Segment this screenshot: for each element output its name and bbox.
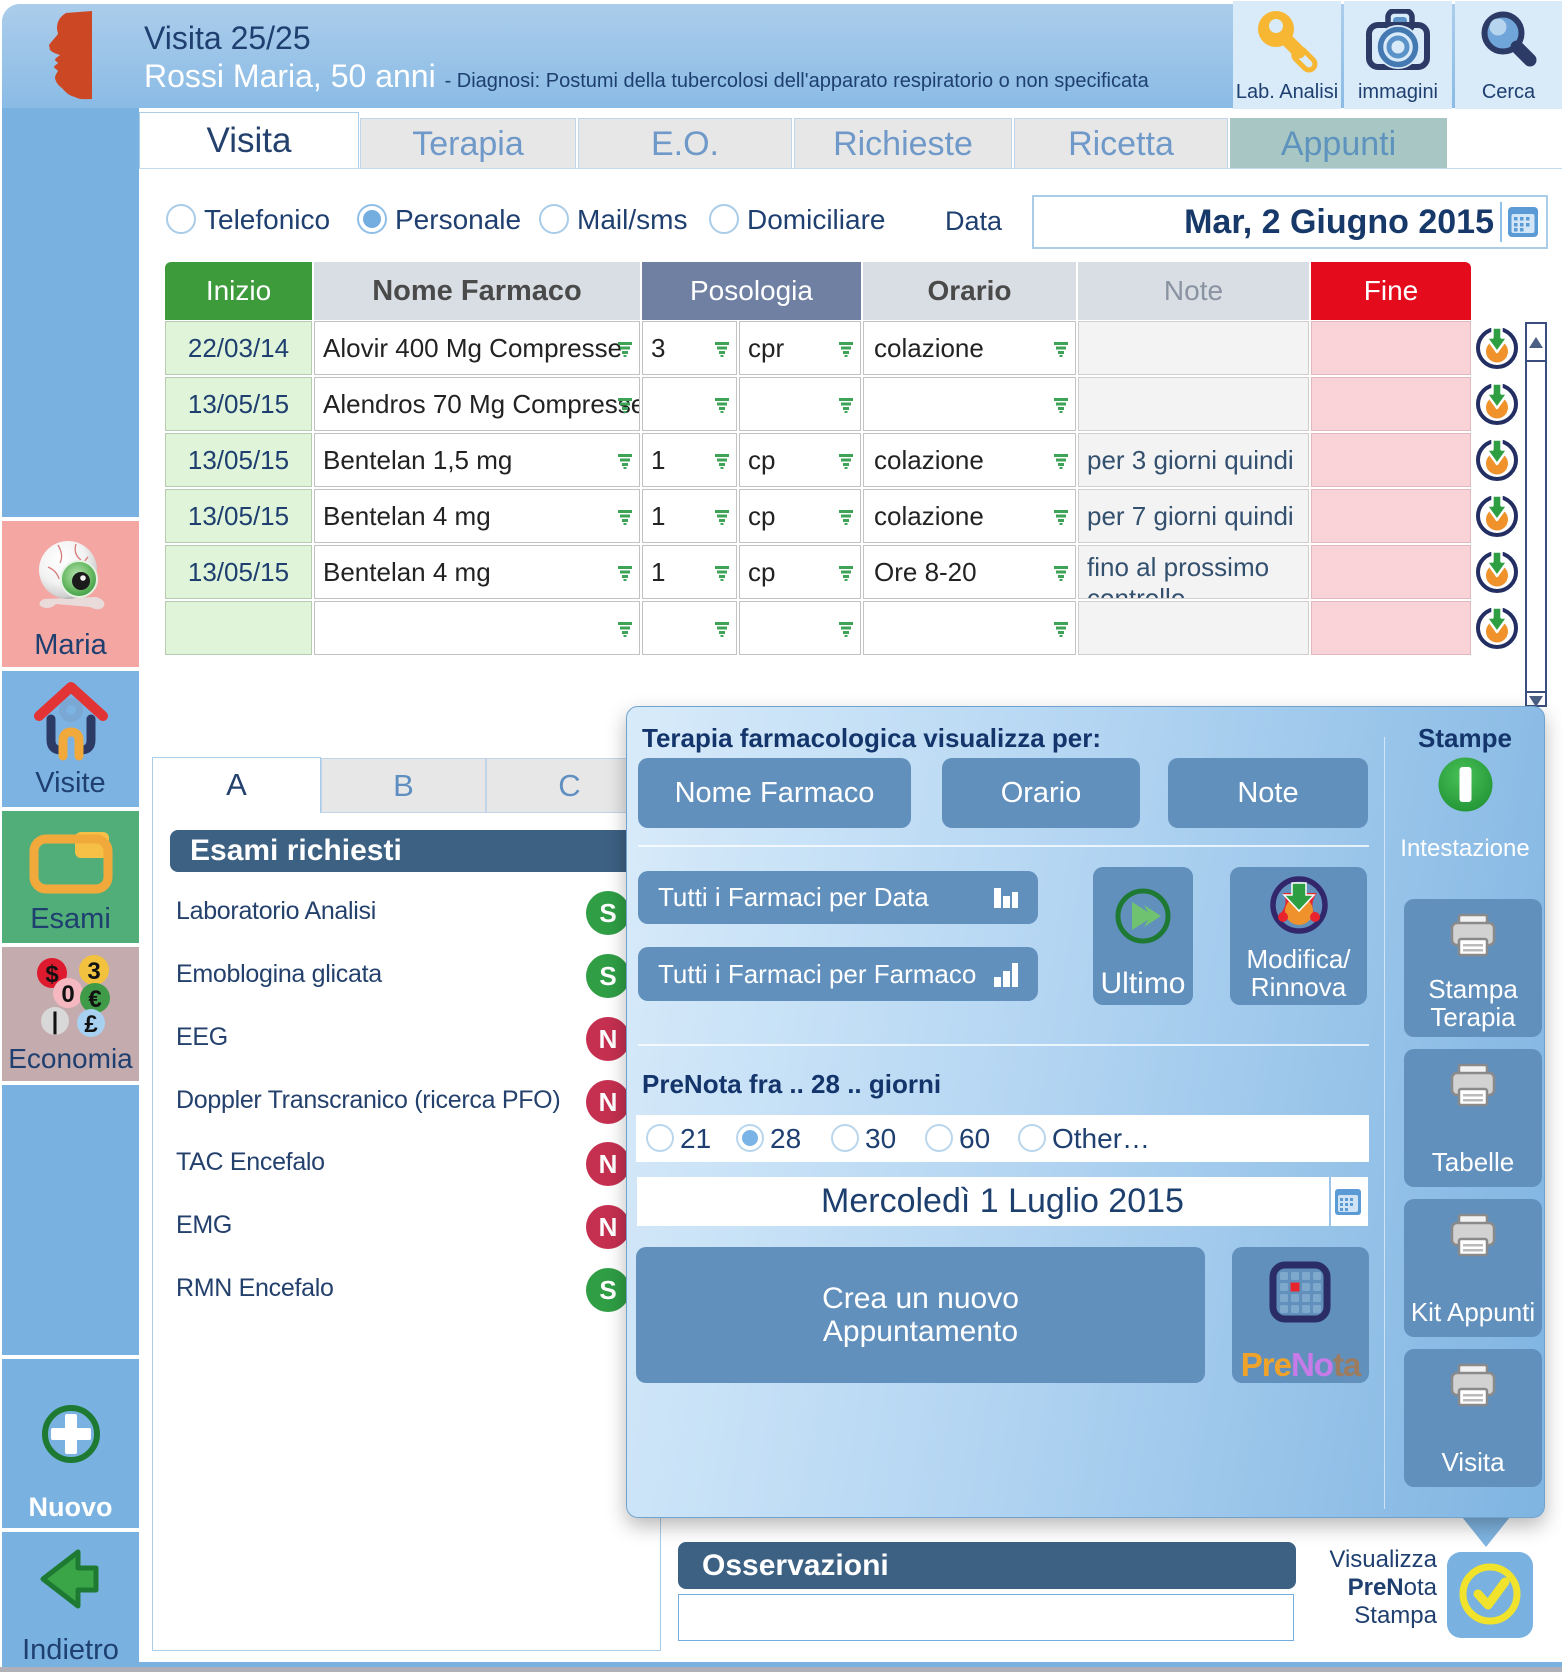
svg-text:3: 3 [87,958,100,985]
svg-text:|: | [52,1008,59,1035]
svg-text:€: € [88,986,101,1013]
svg-text:$: $ [45,961,59,988]
svg-text:£: £ [84,1011,98,1038]
svg-text:0: 0 [61,981,74,1008]
